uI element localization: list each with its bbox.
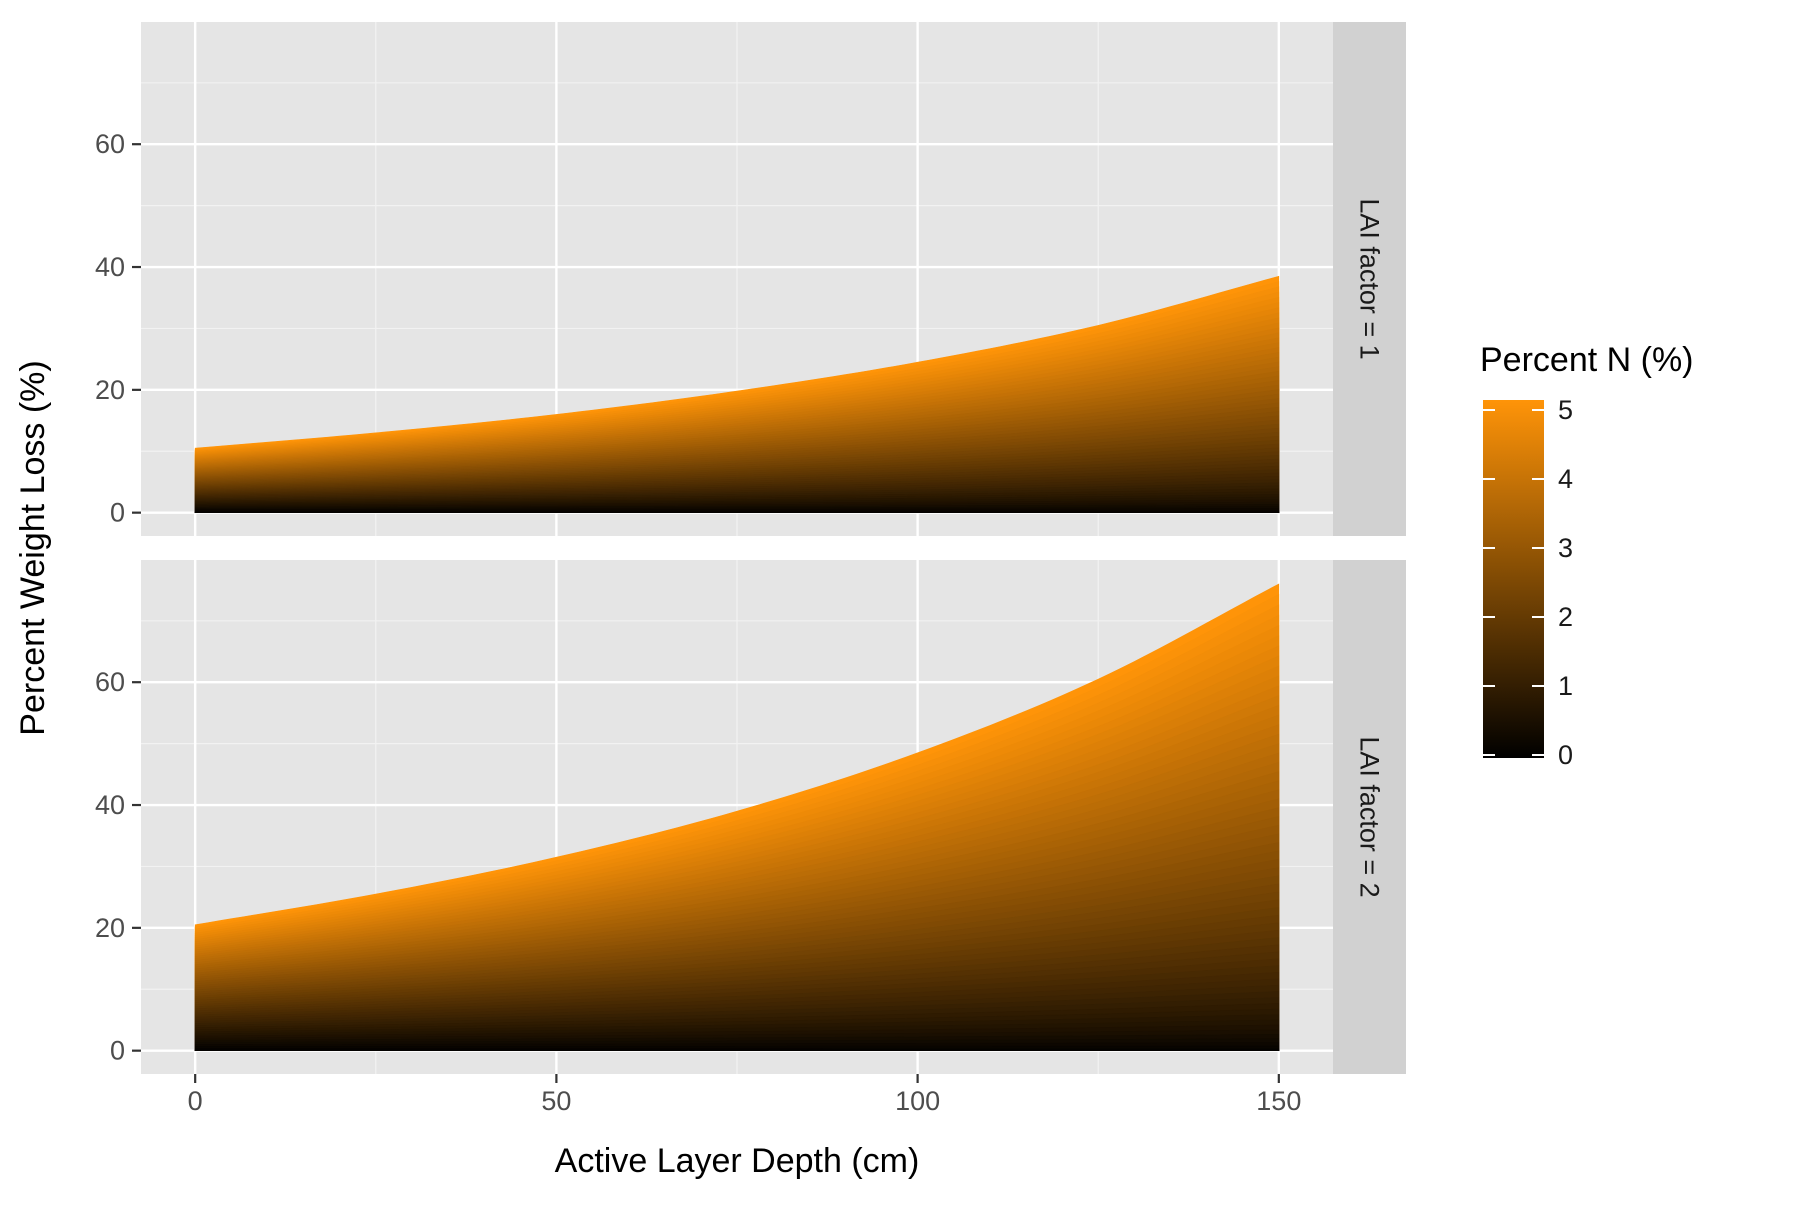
y-tick-label: 20 [95,375,125,405]
facet-strip [1333,22,1406,536]
facet-strip-label: LAI factor = 2 [1355,736,1385,897]
facet-strip [1333,560,1406,1074]
legend-tick-label: 4 [1558,464,1573,494]
area-layers [194,275,1280,513]
area-layers [194,583,1280,1051]
y-tick-label: 0 [110,498,125,528]
legend-title: Percent N (%) [1480,341,1694,379]
y-axis-title: Percent Weight Loss (%) [14,360,52,735]
legend-tick-label: 1 [1558,671,1573,701]
facet-panel-2: LAI factor = 2 0 20 40 60 [95,560,1406,1074]
legend-colorbar [1483,400,1544,758]
legend-tick-label: 3 [1558,533,1573,563]
legend-tick-label: 0 [1558,740,1573,770]
x-tick-label: 50 [541,1086,571,1116]
y-tick-label: 40 [95,252,125,282]
y-tick-label: 60 [95,667,125,697]
facet-panel-1: LAI factor = 1 0 20 40 60 [95,22,1406,536]
area-level-n-0.08 [194,511,1280,513]
y-tick-label: 40 [95,790,125,820]
legend-tick-label: 2 [1558,602,1573,632]
facet-strip-label: LAI factor = 1 [1355,198,1385,359]
x-tick-label: 150 [1256,1086,1301,1116]
x-axis-title: Active Layer Depth (cm) [555,1142,920,1180]
x-tick-label: 100 [895,1086,940,1116]
legend-tick-label: 5 [1558,395,1573,425]
legend: Percent N (%) 0 1 2 3 4 5 [1480,341,1694,770]
y-tick-label: 20 [95,913,125,943]
x-tick-label: 0 [188,1086,203,1116]
y-tick-label: 60 [95,129,125,159]
area-level-n-0.08 [194,1048,1280,1051]
y-tick-label: 0 [110,1036,125,1066]
